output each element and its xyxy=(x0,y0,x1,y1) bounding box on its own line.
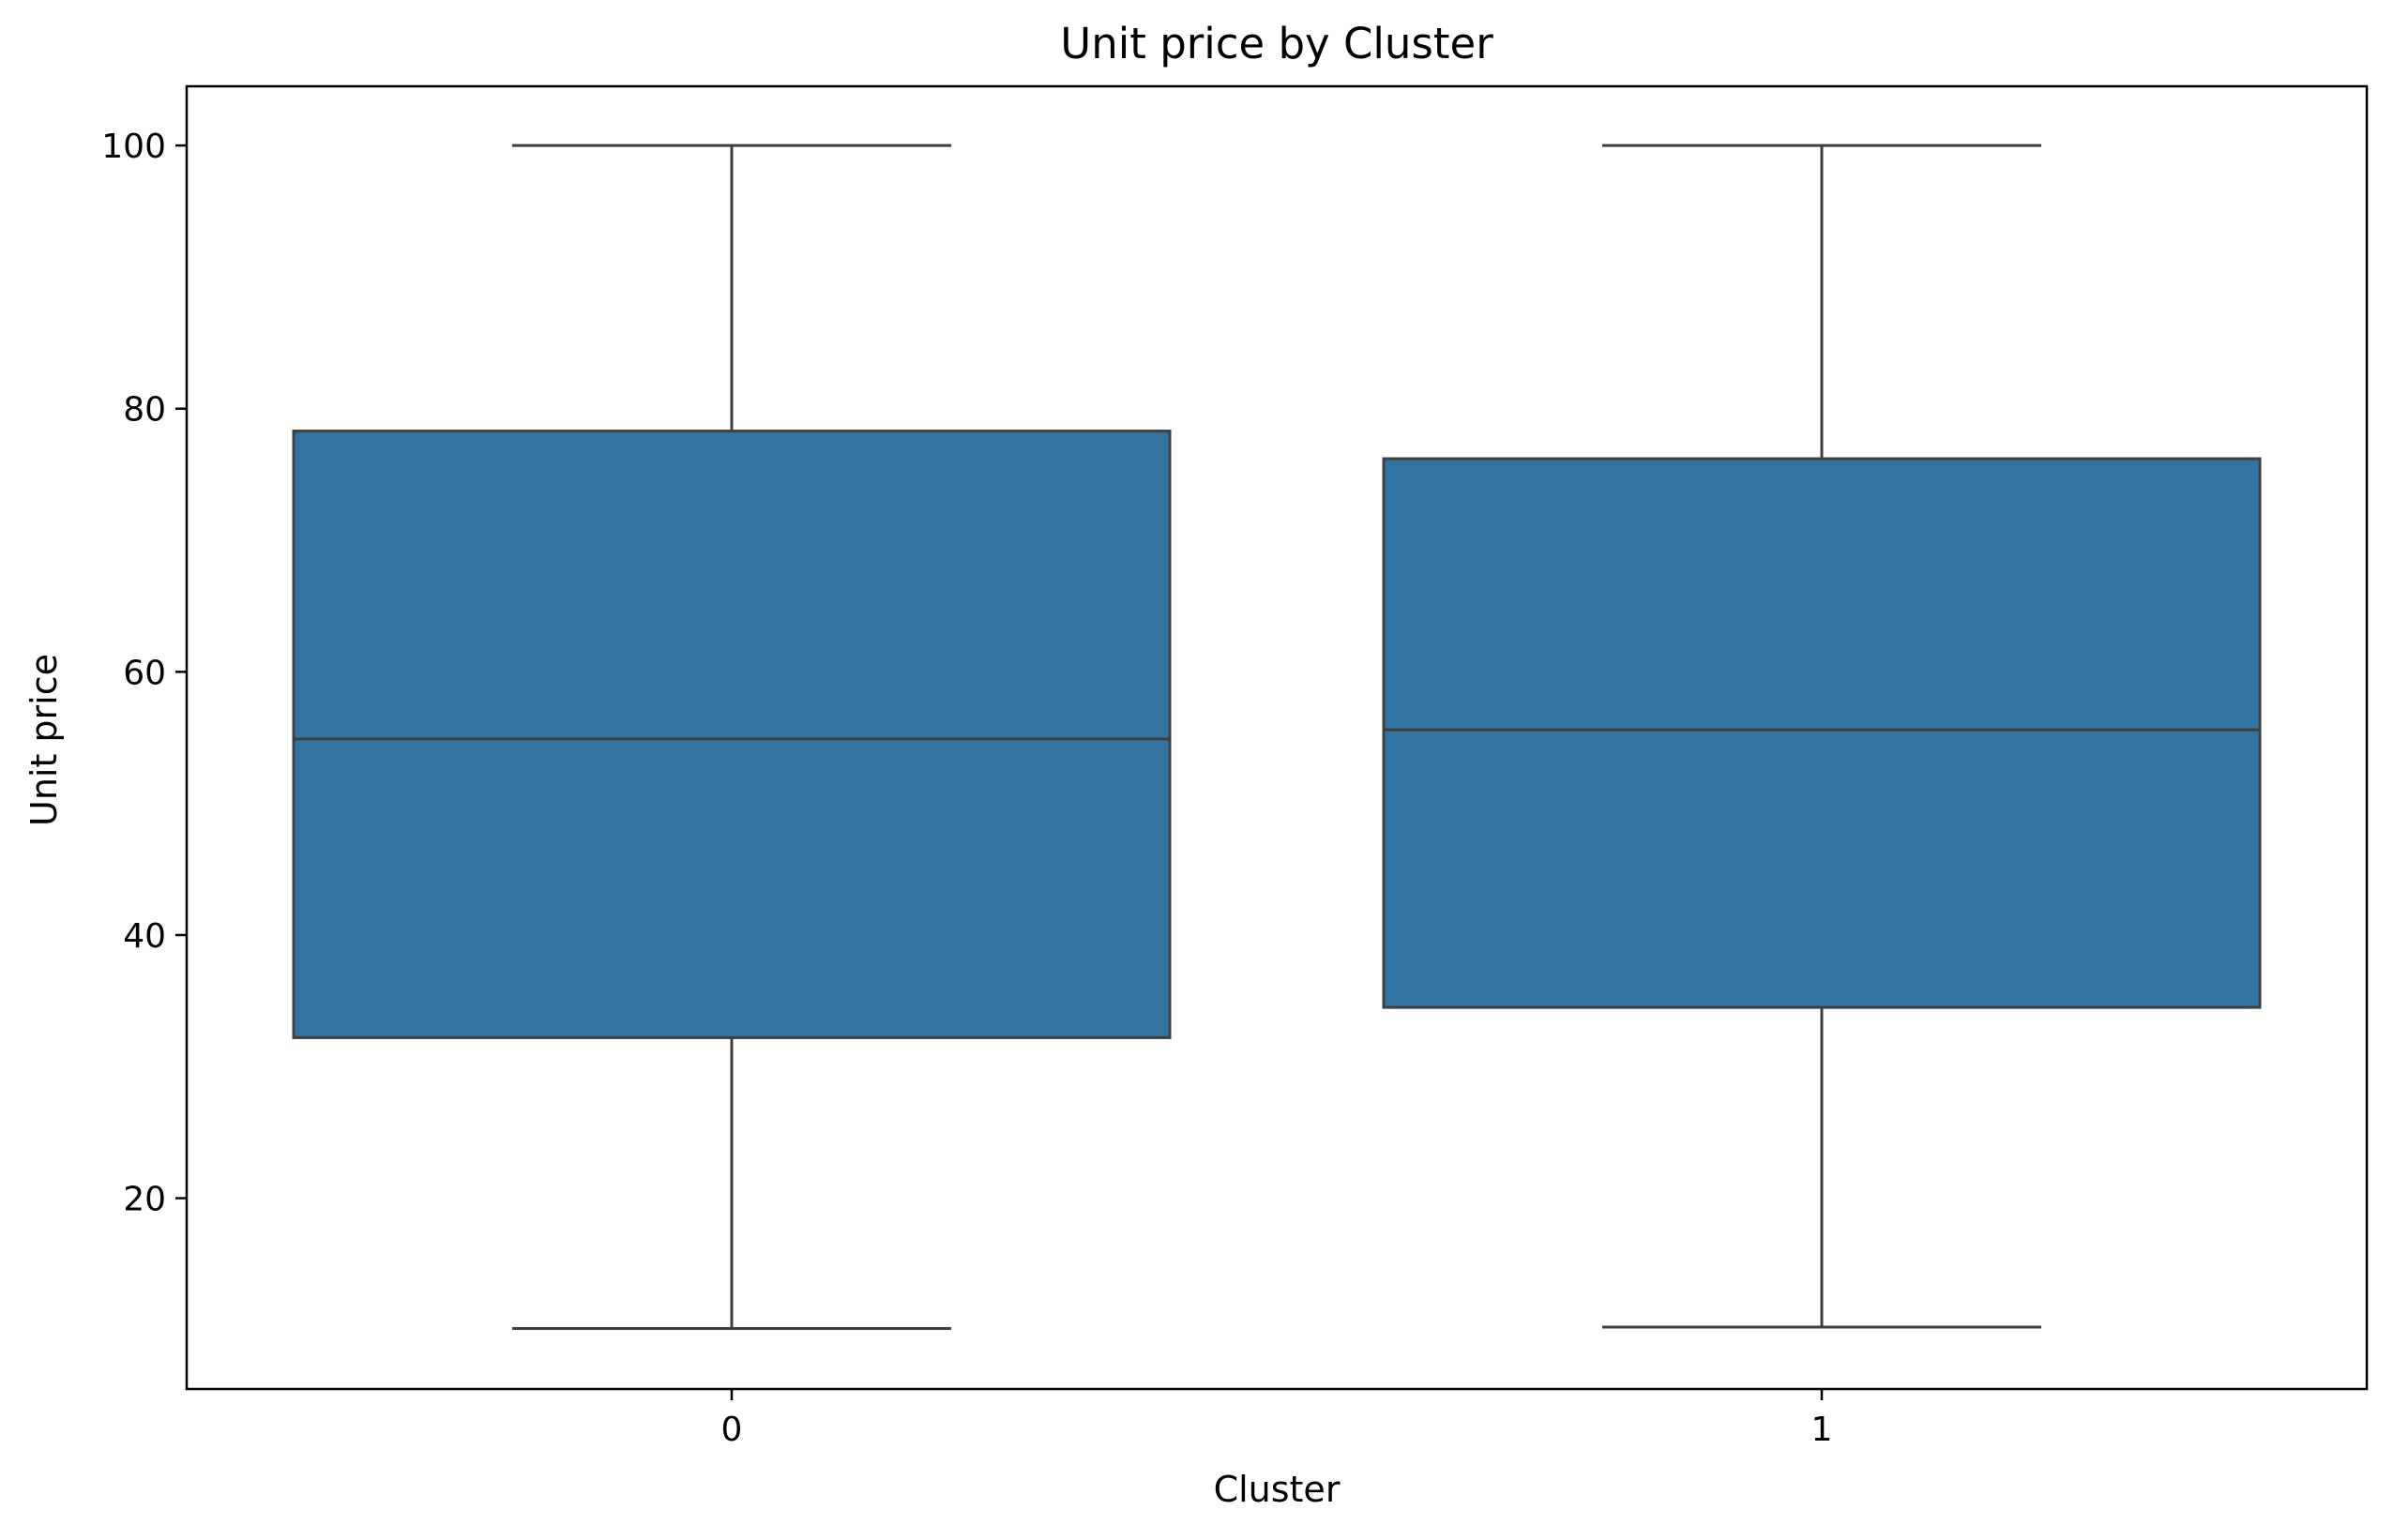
y-tick-label: 100 xyxy=(101,128,166,166)
box-group-1 xyxy=(1382,143,2262,1329)
y-axis-label: Unit price xyxy=(23,654,65,826)
x-tick-label: 1 xyxy=(1811,1411,1833,1449)
y-tick-label: 40 xyxy=(123,917,166,956)
box-iqr xyxy=(1382,457,2262,1009)
y-tick-label: 20 xyxy=(123,1181,166,1219)
box-iqr xyxy=(292,430,1172,1039)
chart-title: Unit price by Cluster xyxy=(1060,19,1493,68)
box-group-0 xyxy=(292,143,1172,1330)
axes-frame xyxy=(185,84,2369,1391)
y-tick-label: 60 xyxy=(123,654,166,692)
y-tick-label: 80 xyxy=(123,391,166,430)
plot-area xyxy=(292,143,2262,1330)
x-axis-label: Cluster xyxy=(1214,1469,1341,1510)
axes: 20 40 60 80 100 0 1 xyxy=(101,84,2369,1449)
x-tick-label: 0 xyxy=(721,1411,743,1449)
